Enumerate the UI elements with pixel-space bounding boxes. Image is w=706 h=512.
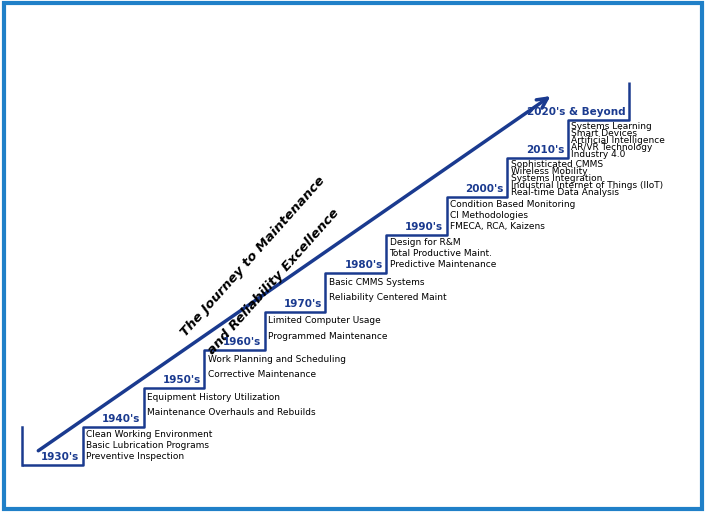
Text: 1970's: 1970's: [284, 298, 322, 309]
Text: 1930's: 1930's: [41, 452, 80, 462]
Text: Reactive Maintenance – Fix it When it Breaks!: Reactive Maintenance – Fix it When it Br…: [173, 485, 533, 499]
Text: Wireless Mobility: Wireless Mobility: [511, 167, 587, 177]
Text: Basic CMMS Systems: Basic CMMS Systems: [329, 278, 424, 287]
Text: Industry 4.0: Industry 4.0: [571, 150, 626, 159]
Text: 1980's: 1980's: [345, 260, 383, 270]
Text: Work Planning and Scheduling: Work Planning and Scheduling: [208, 355, 346, 364]
Text: 1950's: 1950's: [162, 375, 201, 386]
Text: CI Methodologies: CI Methodologies: [450, 211, 528, 220]
Text: Maintenance Overhauls and Rebuilds: Maintenance Overhauls and Rebuilds: [147, 409, 316, 417]
Text: Design for R&M: Design for R&M: [390, 238, 460, 247]
Text: 2010's: 2010's: [526, 145, 565, 155]
Text: Programmed Maintenance: Programmed Maintenance: [268, 332, 388, 340]
Text: 1990's: 1990's: [405, 222, 443, 232]
Text: 2000's: 2000's: [465, 184, 504, 194]
Text: Systems Learning: Systems Learning: [571, 122, 652, 131]
Text: Basic Lubrication Programs: Basic Lubrication Programs: [86, 441, 210, 450]
Text: 1960's: 1960's: [223, 337, 261, 347]
Text: Systems Integration: Systems Integration: [511, 175, 602, 183]
Text: Real-time Data Analysis: Real-time Data Analysis: [511, 188, 618, 197]
Text: Predictive Maintenance: Predictive Maintenance: [390, 260, 496, 269]
Text: Total Productive Maint.: Total Productive Maint.: [390, 249, 493, 258]
Text: AR/VR Technology: AR/VR Technology: [571, 143, 653, 152]
Text: Smart Devices: Smart Devices: [571, 129, 638, 138]
Text: 2020's & Beyond: 2020's & Beyond: [527, 107, 626, 117]
Text: Industrial Internet of Things (IIoT): Industrial Internet of Things (IIoT): [511, 181, 663, 190]
Text: FMECA, RCA, Kaizens: FMECA, RCA, Kaizens: [450, 222, 545, 231]
Text: Equipment History Utilization: Equipment History Utilization: [147, 393, 280, 402]
Text: Reliability Centered Maint: Reliability Centered Maint: [329, 293, 446, 302]
Text: The Journey to Maintenance: The Journey to Maintenance: [179, 174, 328, 339]
Text: Clean Working Environment: Clean Working Environment: [86, 430, 213, 439]
Text: Sophisticated CMMS: Sophisticated CMMS: [511, 160, 603, 169]
Text: 1940's: 1940's: [102, 414, 140, 423]
Text: Corrective Maintenance: Corrective Maintenance: [208, 370, 316, 379]
Text: Preventive Inspection: Preventive Inspection: [86, 452, 184, 461]
Text: Artificial Intelligence: Artificial Intelligence: [571, 136, 665, 145]
Text: Evolution of Asset Maintenance and Reliability: Evolution of Asset Maintenance and Relia…: [97, 16, 609, 35]
Text: Condition Based Monitoring: Condition Based Monitoring: [450, 200, 575, 209]
Text: and Reliability Excellence: and Reliability Excellence: [205, 206, 342, 357]
Text: Limited Computer Usage: Limited Computer Usage: [268, 316, 381, 325]
